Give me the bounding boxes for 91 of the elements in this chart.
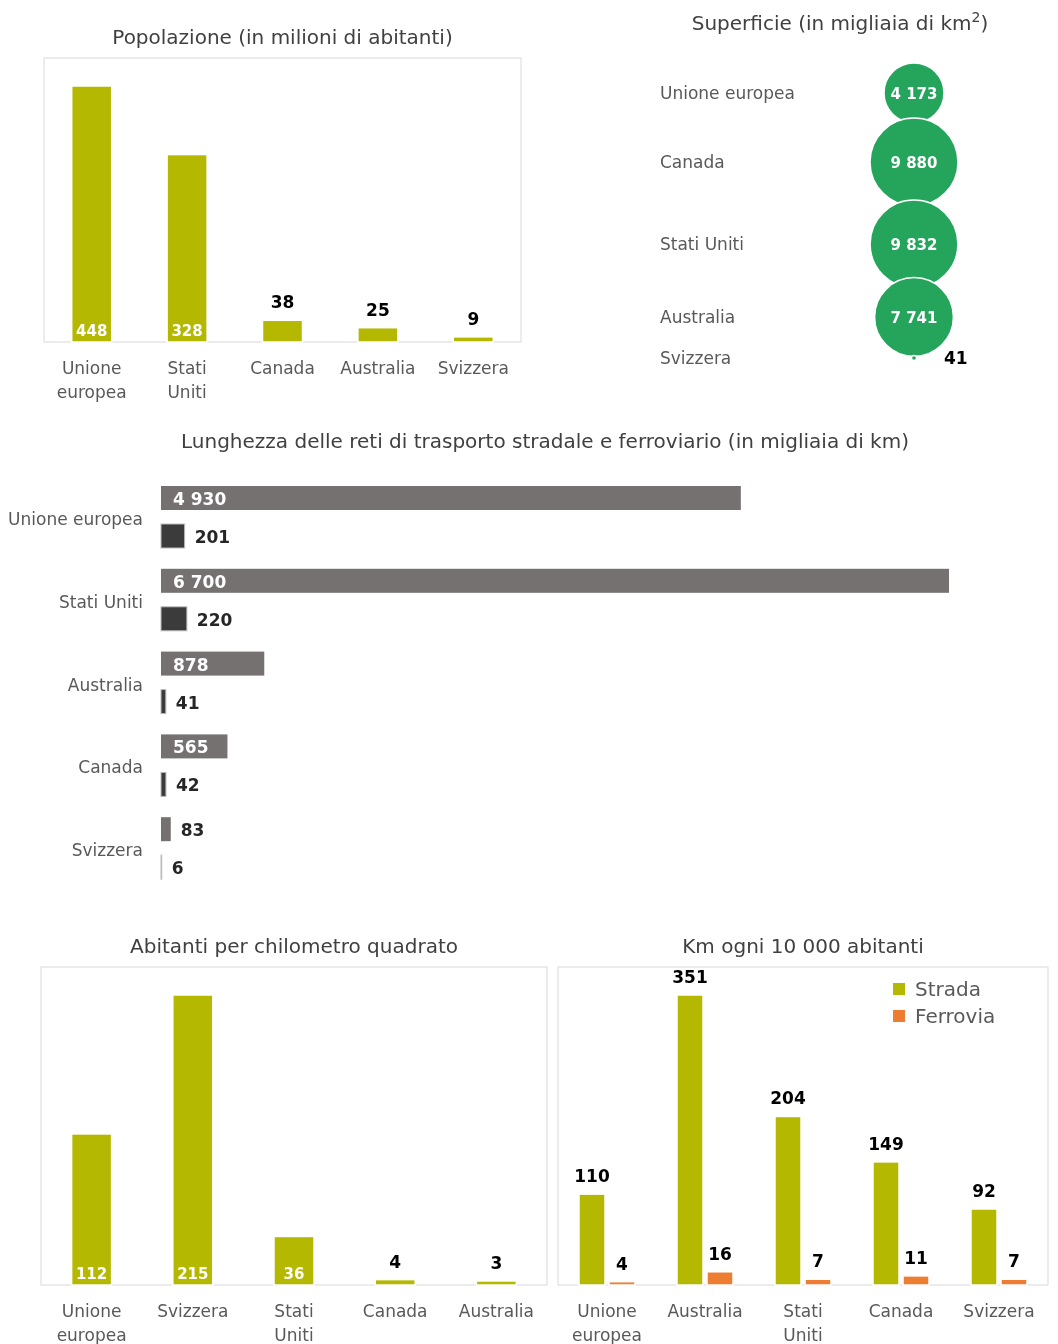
bar (70, 1133, 113, 1286)
chart-title: Lunghezza delle reti di trasporto stradale e ferroviario (in migliaia di km) (181, 429, 909, 453)
data-label: 878 (173, 654, 209, 675)
category-label: Australia (660, 307, 736, 327)
bar (774, 1115, 802, 1286)
data-label: 42 (175, 775, 200, 796)
bar (1000, 1278, 1028, 1286)
data-label: 351 (672, 967, 708, 987)
bar (261, 319, 304, 343)
bar (706, 1271, 734, 1286)
bar (475, 1280, 518, 1286)
bar (902, 1275, 930, 1286)
data-label: 92 (972, 1180, 996, 1201)
data-label: 149 (868, 1133, 904, 1154)
data-label: 110 (574, 1166, 610, 1187)
x-tick-label: Canada (250, 358, 315, 378)
data-label: 215 (177, 1265, 209, 1283)
data-label: 4 (616, 1253, 629, 1274)
y-tick-label: Unione europea (8, 509, 143, 529)
bar (374, 1278, 416, 1286)
category-label: Stati Uniti (660, 234, 744, 254)
bar (608, 1280, 636, 1286)
bar (676, 994, 704, 1286)
data-label: 41 (175, 692, 200, 713)
data-label: 565 (173, 737, 209, 758)
bar (160, 606, 188, 632)
bar (452, 336, 495, 343)
data-label: 83 (180, 820, 205, 841)
x-tick-label: Unione europea (572, 1301, 642, 1344)
data-label: 11 (904, 1247, 928, 1268)
data-label: 328 (171, 322, 203, 340)
data-label: 7 741 (890, 309, 938, 327)
data-label: 9 832 (890, 236, 938, 254)
y-tick-label: Australia (67, 674, 143, 695)
y-tick-label: Svizzera (71, 840, 143, 861)
data-label: 7 (1008, 1251, 1020, 1272)
bar (160, 523, 186, 549)
data-label: 7 (812, 1251, 824, 1272)
bar (161, 568, 949, 593)
chart-title: Abitanti per chilometro quadrato (130, 934, 458, 958)
bar (578, 1193, 606, 1286)
x-tick-label: Stati Uniti (783, 1301, 823, 1344)
data-label: 9 (467, 308, 480, 329)
y-tick-label: Canada (78, 757, 143, 778)
x-tick-label: Australia (458, 1301, 534, 1321)
legend-label: Strada (915, 977, 981, 1001)
x-tick-label: Australia (340, 358, 416, 378)
text: Superficie (in migliaia di km$^{2}$) (691, 9, 989, 35)
bar (872, 1161, 900, 1286)
data-label: 6 (171, 858, 184, 879)
bar (273, 1235, 315, 1286)
x-tick-label: Australia (667, 1301, 743, 1321)
category-label: Unione europea (660, 83, 795, 103)
y-tick-label: Stati Uniti (59, 591, 143, 612)
data-label: 41 (944, 348, 968, 368)
data-label: 204 (770, 1088, 806, 1109)
data-label: 201 (194, 527, 231, 547)
data-label: 220 (196, 609, 233, 630)
x-tick-label: Canada (362, 1301, 428, 1321)
data-label: 4 930 (173, 489, 227, 509)
data-label: 4 173 (890, 85, 938, 103)
bar (160, 689, 167, 715)
bar (161, 486, 741, 510)
x-tick-label: Stati Uniti (274, 1301, 314, 1344)
data-label: 9 880 (890, 154, 938, 172)
bar (70, 85, 113, 343)
category-label: Canada (660, 152, 725, 172)
data-label: 4 (389, 1251, 402, 1272)
x-tick-label: Stati Uniti (167, 358, 207, 402)
data-label: 112 (75, 1265, 108, 1283)
data-label: 6 700 (173, 571, 227, 592)
x-tick-label: Svizzera (157, 1301, 229, 1321)
legend-label: Ferrovia (915, 1004, 996, 1028)
bar (161, 817, 171, 842)
x-tick-label: Canada (868, 1301, 934, 1321)
x-tick-label: Svizzera (437, 358, 509, 378)
data-label: 3 (490, 1252, 503, 1273)
bar (166, 153, 208, 343)
data-label: 25 (366, 299, 390, 320)
bar (970, 1208, 998, 1286)
bar (804, 1278, 832, 1286)
chart-title: Popolazione (in milioni di abitanti) (112, 25, 453, 49)
bar (172, 994, 214, 1286)
bar (160, 771, 167, 797)
x-tick-label: Svizzera (963, 1301, 1035, 1321)
bar (357, 326, 399, 343)
data-label: 16 (708, 1243, 732, 1264)
data-label: 36 (283, 1265, 305, 1283)
data-label: 38 (270, 292, 295, 313)
data-label: 448 (76, 322, 108, 340)
chart-title: Km ogni 10 000 abitanti (682, 934, 924, 958)
